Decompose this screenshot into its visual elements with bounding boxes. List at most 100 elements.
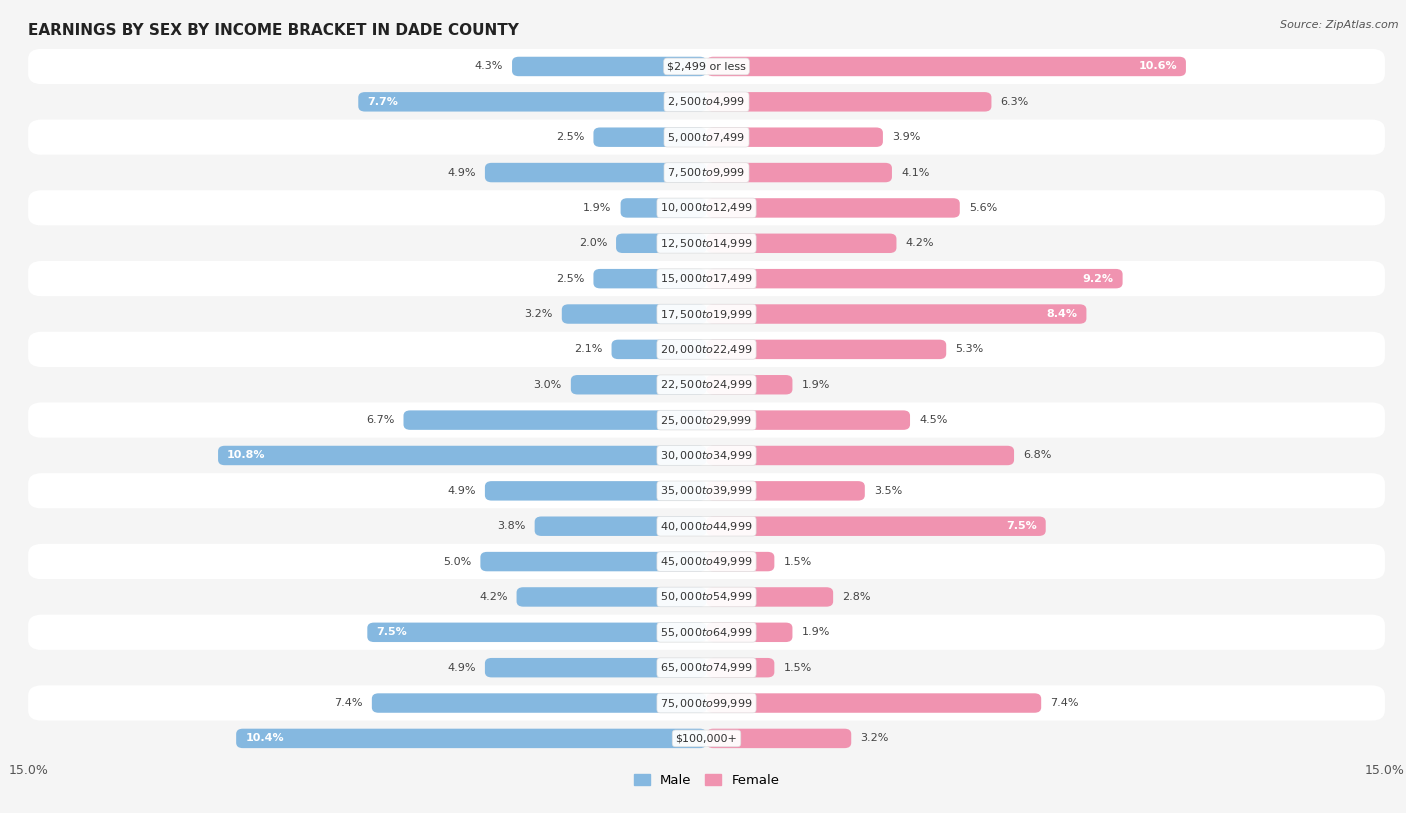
Text: 1.9%: 1.9% [801,628,830,637]
FancyBboxPatch shape [593,128,707,147]
Text: $10,000 to $12,499: $10,000 to $12,499 [661,202,752,215]
Text: 1.9%: 1.9% [801,380,830,389]
FancyBboxPatch shape [707,92,991,111]
Text: 9.2%: 9.2% [1083,274,1114,284]
FancyBboxPatch shape [707,128,883,147]
FancyBboxPatch shape [28,615,1385,650]
Text: 7.7%: 7.7% [367,97,398,107]
Text: 8.4%: 8.4% [1046,309,1077,319]
FancyBboxPatch shape [367,623,707,642]
Text: 4.9%: 4.9% [447,167,475,177]
FancyBboxPatch shape [28,437,1385,473]
Text: 10.6%: 10.6% [1139,62,1177,72]
FancyBboxPatch shape [359,92,707,111]
Text: 4.9%: 4.9% [447,486,475,496]
FancyBboxPatch shape [28,650,1385,685]
FancyBboxPatch shape [28,473,1385,509]
Text: 6.7%: 6.7% [366,415,395,425]
Text: 7.5%: 7.5% [1005,521,1036,531]
Text: $100,000+: $100,000+ [675,733,738,743]
Text: 3.0%: 3.0% [533,380,562,389]
FancyBboxPatch shape [616,233,707,253]
Text: 4.5%: 4.5% [920,415,948,425]
FancyBboxPatch shape [28,190,1385,225]
Text: 2.1%: 2.1% [574,345,603,354]
Text: 2.8%: 2.8% [842,592,870,602]
Text: 4.9%: 4.9% [447,663,475,672]
FancyBboxPatch shape [516,587,707,606]
Text: $75,000 to $99,999: $75,000 to $99,999 [661,697,752,710]
FancyBboxPatch shape [707,411,910,430]
Text: 2.5%: 2.5% [555,133,585,142]
Text: 10.8%: 10.8% [228,450,266,460]
FancyBboxPatch shape [620,198,707,218]
Text: $5,000 to $7,499: $5,000 to $7,499 [668,131,745,144]
FancyBboxPatch shape [707,446,1014,465]
Text: 4.1%: 4.1% [901,167,929,177]
FancyBboxPatch shape [512,57,707,76]
FancyBboxPatch shape [371,693,707,713]
FancyBboxPatch shape [707,658,775,677]
FancyBboxPatch shape [28,685,1385,720]
Text: $17,500 to $19,999: $17,500 to $19,999 [661,307,752,320]
FancyBboxPatch shape [28,579,1385,615]
Text: $50,000 to $54,999: $50,000 to $54,999 [661,590,752,603]
Text: 3.8%: 3.8% [498,521,526,531]
Text: $65,000 to $74,999: $65,000 to $74,999 [661,661,752,674]
FancyBboxPatch shape [28,261,1385,296]
Text: $40,000 to $44,999: $40,000 to $44,999 [661,520,752,533]
FancyBboxPatch shape [485,658,707,677]
FancyBboxPatch shape [28,49,1385,84]
FancyBboxPatch shape [28,402,1385,437]
Text: $12,500 to $14,999: $12,500 to $14,999 [661,237,752,250]
FancyBboxPatch shape [707,304,1087,324]
Text: 5.0%: 5.0% [443,557,471,567]
Text: 5.3%: 5.3% [955,345,984,354]
Text: $30,000 to $34,999: $30,000 to $34,999 [661,449,752,462]
FancyBboxPatch shape [707,693,1042,713]
Text: 1.5%: 1.5% [783,557,811,567]
Text: 6.3%: 6.3% [1001,97,1029,107]
Text: 7.4%: 7.4% [1050,698,1078,708]
FancyBboxPatch shape [707,481,865,501]
FancyBboxPatch shape [28,720,1385,756]
FancyBboxPatch shape [707,198,960,218]
FancyBboxPatch shape [707,587,834,606]
Text: 3.9%: 3.9% [891,133,921,142]
Text: $2,500 to $4,999: $2,500 to $4,999 [668,95,745,108]
Text: 4.2%: 4.2% [905,238,934,248]
FancyBboxPatch shape [534,516,707,536]
FancyBboxPatch shape [707,163,891,182]
Text: $25,000 to $29,999: $25,000 to $29,999 [661,414,752,427]
FancyBboxPatch shape [707,340,946,359]
Text: $20,000 to $22,499: $20,000 to $22,499 [661,343,752,356]
FancyBboxPatch shape [218,446,707,465]
FancyBboxPatch shape [707,552,775,572]
Text: $22,500 to $24,999: $22,500 to $24,999 [661,378,752,391]
FancyBboxPatch shape [28,509,1385,544]
Text: $35,000 to $39,999: $35,000 to $39,999 [661,485,752,498]
Legend: Male, Female: Male, Female [628,768,785,792]
Text: Source: ZipAtlas.com: Source: ZipAtlas.com [1281,20,1399,30]
Text: $15,000 to $17,499: $15,000 to $17,499 [661,272,752,285]
FancyBboxPatch shape [236,728,707,748]
Text: $7,500 to $9,999: $7,500 to $9,999 [668,166,745,179]
Text: 4.3%: 4.3% [475,62,503,72]
Text: 7.5%: 7.5% [377,628,408,637]
Text: 4.2%: 4.2% [479,592,508,602]
Text: 3.2%: 3.2% [860,733,889,743]
FancyBboxPatch shape [593,269,707,289]
Text: $2,499 or less: $2,499 or less [666,62,747,72]
Text: $45,000 to $49,999: $45,000 to $49,999 [661,555,752,568]
Text: $55,000 to $64,999: $55,000 to $64,999 [661,626,752,639]
FancyBboxPatch shape [707,375,793,394]
Text: 1.5%: 1.5% [783,663,811,672]
Text: 3.5%: 3.5% [875,486,903,496]
FancyBboxPatch shape [707,57,1185,76]
Text: 2.5%: 2.5% [555,274,585,284]
FancyBboxPatch shape [28,84,1385,120]
FancyBboxPatch shape [612,340,707,359]
Text: 2.0%: 2.0% [579,238,607,248]
FancyBboxPatch shape [28,544,1385,579]
Text: 3.2%: 3.2% [524,309,553,319]
